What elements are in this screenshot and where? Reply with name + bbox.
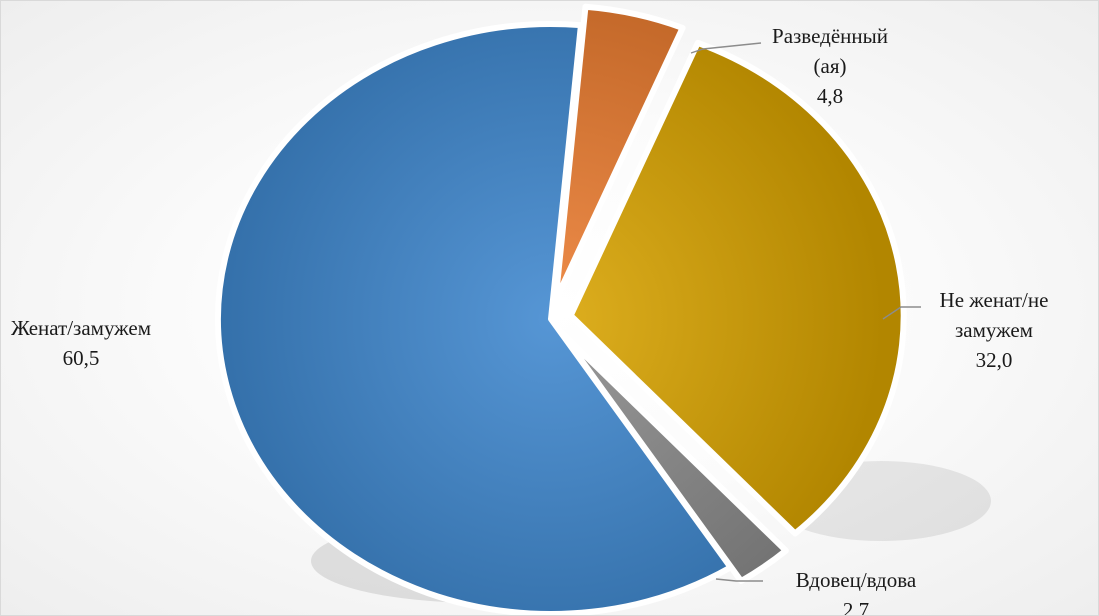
data-label-category: Разведённый — [772, 24, 888, 48]
pie-slice — [215, 21, 734, 615]
leader-line — [715, 578, 763, 582]
data-label: Разведённый (ая) 4,8 — [772, 24, 888, 108]
data-label-category: (ая) — [814, 54, 847, 78]
leader-line — [882, 306, 921, 320]
data-label-category: Не женат/не — [940, 288, 1049, 312]
data-label-category: замужем — [955, 318, 1033, 342]
leader-line — [690, 42, 762, 54]
data-label-category: Женат/замужем — [11, 316, 151, 340]
data-label: Женат/замужем 60,5 — [11, 316, 151, 370]
pie-slice — [552, 3, 686, 304]
data-label-value: 4,8 — [817, 84, 843, 108]
data-label: Не женат/не замужем 32,0 — [940, 288, 1049, 372]
data-label-value: 60,5 — [63, 346, 100, 370]
data-label-category: Вдовец/вдова — [796, 568, 917, 592]
pie-slice — [567, 39, 907, 537]
data-label: Вдовец/вдова 2,7 — [796, 568, 917, 616]
data-label-value: 32,0 — [976, 348, 1013, 372]
data-label-value: 2,7 — [843, 598, 869, 616]
